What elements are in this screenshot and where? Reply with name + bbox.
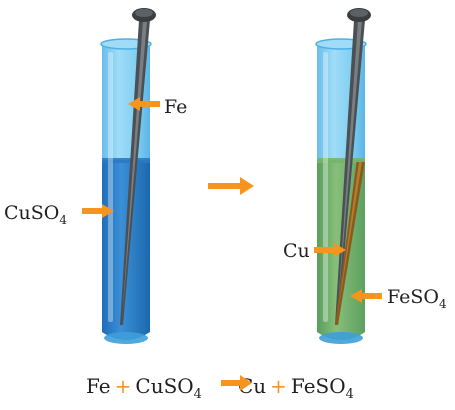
feso4-label-group: FeSO4 <box>350 286 447 311</box>
cuso4-label: CuSO4 <box>4 202 67 227</box>
equation-reactant-cuso4: CuSO <box>135 374 193 398</box>
fe-label: Fe <box>164 96 187 118</box>
cu-pointer-arrow <box>314 243 346 257</box>
tube-bottom <box>104 332 148 344</box>
equation-reactant-fe: Fe <box>86 374 111 398</box>
glass-highlight <box>108 52 113 322</box>
cuso4-label-group: CuSO4 <box>4 202 114 227</box>
feso4-pointer-arrow <box>350 289 382 303</box>
fe-pointer-arrow <box>128 97 160 111</box>
cu-label-group: Cu <box>283 240 346 262</box>
equation-arrow-icon <box>221 375 252 391</box>
copper-coating <box>335 162 365 325</box>
glass-highlight <box>323 52 328 322</box>
equation-product-feso4: FeSO <box>291 374 346 398</box>
right-arrow-icon <box>208 177 254 195</box>
test-tube-before <box>100 8 156 344</box>
cu-label: Cu <box>283 240 310 262</box>
liquid-surface <box>102 158 150 163</box>
equation-plus-1: + <box>115 374 132 398</box>
chemical-equation: Fe + CuSO4 Cu + FeSO4 <box>86 374 354 402</box>
iron-nail-icon <box>120 8 156 325</box>
feso4-label: FeSO4 <box>387 286 447 311</box>
cuso4-pointer-arrow <box>82 204 114 218</box>
equation-text: Fe + CuSO4 Cu + FeSO4 <box>86 374 354 402</box>
tube-bottom <box>319 332 363 344</box>
equation-plus-2: + <box>270 374 287 398</box>
liquid-surface <box>317 158 365 163</box>
fe-label-group: Fe <box>128 96 187 118</box>
